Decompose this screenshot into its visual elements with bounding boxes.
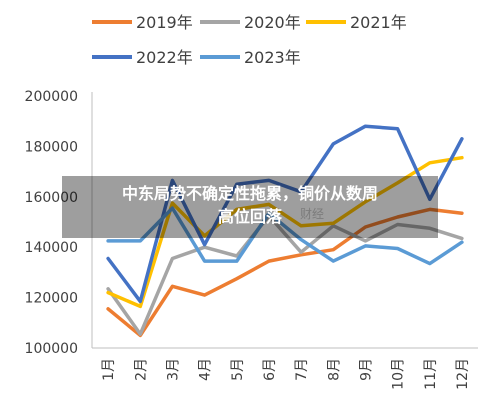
x-tick-label: 10月	[391, 358, 407, 390]
x-tick-label: 2月	[133, 358, 149, 381]
x-tick-label: 1月	[101, 358, 117, 381]
series-lines	[106, 124, 464, 338]
series-line-2023年	[106, 206, 464, 266]
series-line-2019年	[106, 207, 464, 338]
headline-line-1: 中东局势不确定性拖累，铜价从数周	[122, 184, 378, 203]
series-line-2020年	[106, 213, 464, 336]
x-tick-label: 3月	[165, 358, 181, 381]
y-tick-label: 160000	[25, 190, 78, 206]
y-tick-label: 100000	[25, 341, 78, 357]
y-tick-label: 120000	[25, 291, 78, 307]
headline-banner	[62, 176, 438, 238]
x-tick-label: 4月	[198, 358, 214, 381]
legend-label: 2021年	[350, 13, 407, 32]
x-tick-label: 9月	[358, 358, 374, 381]
y-tick-label: 140000	[25, 240, 78, 256]
y-tick-label: 200000	[25, 89, 78, 105]
x-tick-label: 11月	[423, 358, 439, 390]
x-tick-label: 12月	[455, 358, 471, 390]
x-tick-label: 5月	[230, 358, 246, 381]
legend: 2019年 2020年 2021年 2022年 2023年	[92, 13, 407, 67]
y-axis: 100000 120000 140000 160000 180000 200000	[25, 89, 93, 357]
legend-label: 2023年	[244, 48, 301, 67]
legend-label: 2019年	[136, 13, 193, 32]
legend-label: 2020年	[244, 13, 301, 32]
series-line-2021年	[106, 155, 464, 309]
x-tick-label: 6月	[262, 358, 278, 381]
x-tick-label: 7月	[294, 358, 310, 381]
headline-line-2: 高位回落	[218, 207, 283, 226]
legend-label: 2022年	[136, 48, 193, 67]
series-line-2022年	[106, 124, 464, 304]
y-tick-label: 180000	[25, 139, 78, 155]
x-axis: 1月 2月 3月 4月 5月 6月 7月 8月 9月 10月 11月 12月	[92, 347, 478, 390]
watermark-text: 财经	[300, 207, 324, 221]
x-tick-label: 8月	[326, 358, 342, 381]
